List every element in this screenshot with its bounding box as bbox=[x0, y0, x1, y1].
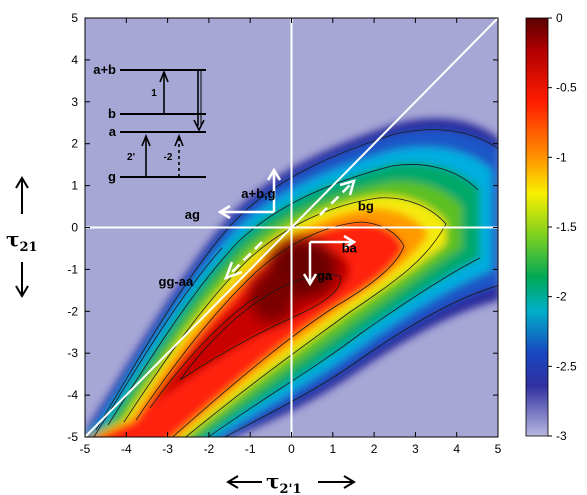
energy-level-label: g bbox=[108, 169, 116, 184]
x-tick-label: -5 bbox=[80, 442, 91, 456]
energy-level-label: a bbox=[109, 124, 117, 139]
annotation-label: gg-aa bbox=[159, 274, 194, 289]
x-tick-label: -3 bbox=[162, 442, 173, 456]
annotation-label: ag bbox=[185, 207, 200, 222]
transition-label: 2' bbox=[127, 152, 135, 163]
colorbar-tick-label: -0.5 bbox=[556, 81, 577, 95]
x-tick-label: 5 bbox=[495, 442, 502, 456]
transition-label: 1 bbox=[151, 88, 157, 99]
annotation-label: ba bbox=[342, 241, 358, 256]
y-tick-label: -5 bbox=[67, 430, 78, 444]
energy-level-diagram bbox=[120, 69, 206, 178]
energy-level-label: a+b bbox=[93, 62, 116, 77]
diagonal-line bbox=[84, 17, 499, 438]
energy-level-labels: a+b ba g 1 2' -2 bbox=[93, 62, 173, 184]
arrow-gg-aa bbox=[231, 241, 263, 273]
y-tick-label: 0 bbox=[71, 221, 78, 235]
colorbar-ticks: 0 -0.5 -1 -1.5 -2 -2.5 -3 bbox=[548, 11, 577, 443]
y-axis-ticks: -5 -4 -3 -2 -1 0 1 2 3 4 5 bbox=[67, 11, 498, 444]
colorbar-tick-label: -3 bbox=[556, 429, 567, 443]
x-tick-label: 0 bbox=[288, 442, 295, 456]
x-tick-label: 1 bbox=[329, 442, 336, 456]
y-tick-label: -1 bbox=[67, 262, 78, 276]
x-tick-label: 4 bbox=[453, 442, 460, 456]
colorbar-tick-label: -2.5 bbox=[556, 359, 577, 373]
colorbar bbox=[525, 17, 549, 437]
y-tick-label: -4 bbox=[67, 388, 78, 402]
y-tick-label: -2 bbox=[67, 304, 78, 318]
y-tick-label: 5 bbox=[71, 11, 78, 25]
white-arrows bbox=[217, 167, 357, 287]
colorbar-tick-label: -1.5 bbox=[556, 220, 577, 234]
y-tick-label: 1 bbox=[71, 179, 78, 193]
y-tick-label: 4 bbox=[71, 53, 78, 67]
y-tick-label: 2 bbox=[71, 137, 78, 151]
x-axis-label: τ2'1 bbox=[226, 469, 356, 495]
energy-level-label: b bbox=[108, 106, 116, 121]
x-tick-label: -4 bbox=[121, 442, 132, 456]
colorbar-tick-label: -1 bbox=[556, 150, 567, 164]
x-tick-label: -1 bbox=[245, 442, 256, 456]
y-axis-label: τ21 bbox=[6, 176, 38, 298]
guide-lines bbox=[84, 17, 499, 438]
colorbar-tick-label: 0 bbox=[556, 11, 563, 25]
transition-label: -2 bbox=[164, 152, 173, 163]
colorbar-tick-label: -2 bbox=[556, 290, 567, 304]
y-tick-label: -3 bbox=[67, 346, 78, 360]
arrow-bg bbox=[319, 184, 351, 216]
svg-text:τ21: τ21 bbox=[6, 227, 38, 255]
x-tick-label: 2 bbox=[371, 442, 378, 456]
svg-text:τ2'1: τ2'1 bbox=[266, 469, 302, 495]
contour-lines bbox=[93, 129, 498, 437]
annotation-label: a+b,g bbox=[241, 186, 275, 201]
y-tick-label: 3 bbox=[71, 95, 78, 109]
annotation-label: ga bbox=[317, 268, 333, 283]
annotation-label: bg bbox=[358, 199, 374, 214]
x-tick-label: -2 bbox=[204, 442, 215, 456]
x-tick-label: 3 bbox=[412, 442, 419, 456]
x-axis-ticks: -5 -4 -3 -2 -1 0 1 2 3 4 5 bbox=[80, 18, 502, 456]
